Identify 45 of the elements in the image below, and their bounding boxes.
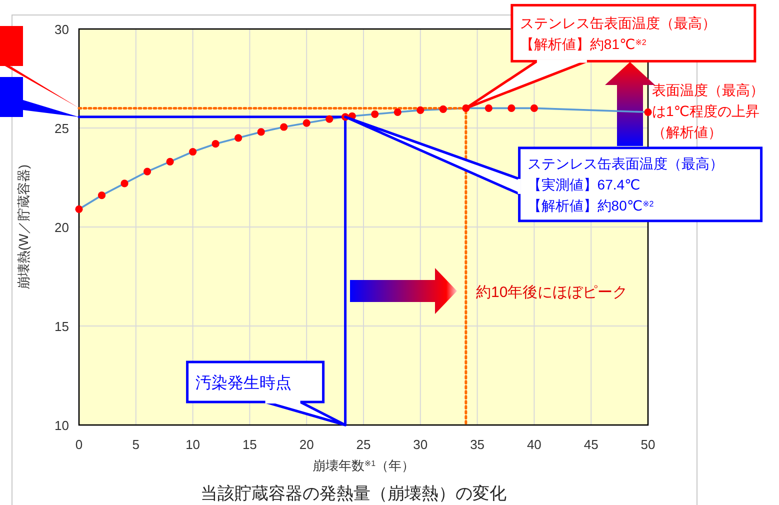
point: [326, 115, 334, 123]
y-axis-title: 崩壊熱(W／貯蔵容器): [16, 164, 31, 290]
point: [371, 110, 379, 118]
point: [166, 158, 174, 166]
x-tick-label: 15: [242, 437, 257, 452]
annotation: ステンレス缶表面温度（最高）: [527, 156, 724, 172]
x-tick-label: 10: [186, 437, 200, 452]
annotation: 【解析値】約81℃$^{※2}$: [520, 36, 647, 52]
point: [644, 108, 652, 116]
y-tick-label: 15: [54, 319, 69, 334]
annotation: 汚染発生時点: [195, 374, 292, 392]
point: [189, 148, 197, 156]
point: [302, 119, 310, 127]
annotation: ステンレス缶表面温度（最高）: [520, 14, 716, 31]
point: [416, 106, 424, 114]
x-tick-label: 5: [132, 437, 140, 452]
y-tick-label: 20: [54, 220, 69, 235]
point: [234, 134, 242, 142]
point: [257, 128, 265, 136]
point: [280, 123, 288, 131]
y-tick-label: 10: [54, 418, 69, 433]
point: [394, 108, 402, 116]
point: [75, 205, 83, 213]
x-tick-label: 40: [526, 437, 542, 452]
point: [212, 140, 220, 148]
y-tick-label: 30: [54, 22, 69, 37]
x-tick-label: 30: [413, 437, 428, 452]
annotation: 【実測値】67.4℃: [527, 176, 640, 193]
point: [530, 104, 538, 112]
annotation: 【解析値】約80℃$^{※2}$: [527, 198, 654, 214]
point: [143, 168, 152, 176]
x-tick-label: 50: [640, 437, 656, 452]
point: [484, 104, 492, 112]
x-tick-label: 0: [75, 437, 83, 452]
x-axis-title: 崩壊年数$^{※1}$（年）: [312, 458, 415, 473]
x-tick-label: 45: [584, 437, 598, 452]
point: [508, 104, 516, 112]
text: 当該貯蔵容器の発熱量（崩壊熱）の変化: [200, 484, 506, 503]
point: [439, 105, 447, 113]
point: [120, 180, 128, 188]
x-tick-label: 20: [299, 437, 314, 452]
point: [98, 192, 106, 200]
x-tick-label: 35: [470, 437, 485, 452]
x-tick-label: 25: [356, 437, 371, 452]
y-tick-label: 25: [54, 121, 69, 136]
